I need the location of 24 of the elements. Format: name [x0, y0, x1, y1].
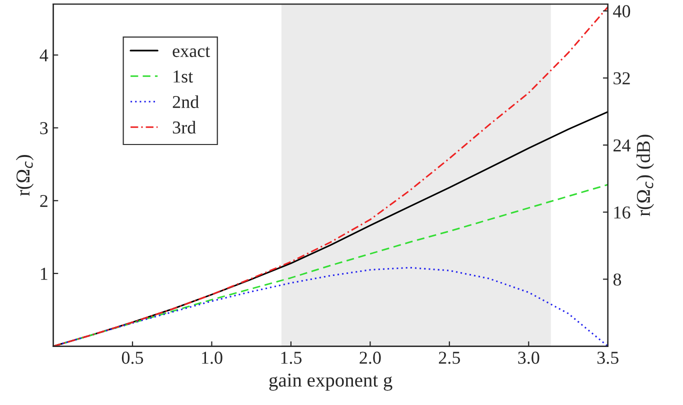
- x-tick-label: 1.0: [202, 352, 222, 364]
- line-series: [53, 6, 608, 346]
- y-tick-label: 3: [40, 122, 48, 134]
- x-tick-label: 0.5: [122, 352, 144, 364]
- y2-tick-label: 32: [614, 72, 630, 84]
- y2-tick-label: 8: [613, 273, 622, 286]
- legend-label: 1st: [174, 70, 194, 83]
- x-tick-label: 3.0: [518, 352, 540, 364]
- x-tick-label: 2.5: [438, 352, 460, 364]
- legend-label: exact: [172, 46, 210, 58]
- y2-tick-label: 24: [614, 139, 631, 152]
- x-tick-label: 3.5: [597, 352, 618, 364]
- legend-label: 3rd: [172, 120, 196, 134]
- y-axis-title: r(Ω$_{c}$): [16, 155, 34, 196]
- y2-tick-label: 16: [614, 206, 630, 219]
- y-tick-label: 1: [40, 268, 48, 280]
- y2-tick-label: 40: [613, 5, 630, 18]
- x-axis-title: gain exponent g: [269, 374, 392, 391]
- y-tick-label: 4: [40, 49, 48, 62]
- legend-label: 2nd: [172, 95, 199, 108]
- y2-axis-title: r(Ω$_{c}$) (dB): [636, 134, 654, 216]
- y-tick-label: 2: [40, 194, 48, 207]
- x-tick-label: 2.0: [360, 352, 381, 364]
- x-tick-label: 1.5: [281, 352, 302, 364]
